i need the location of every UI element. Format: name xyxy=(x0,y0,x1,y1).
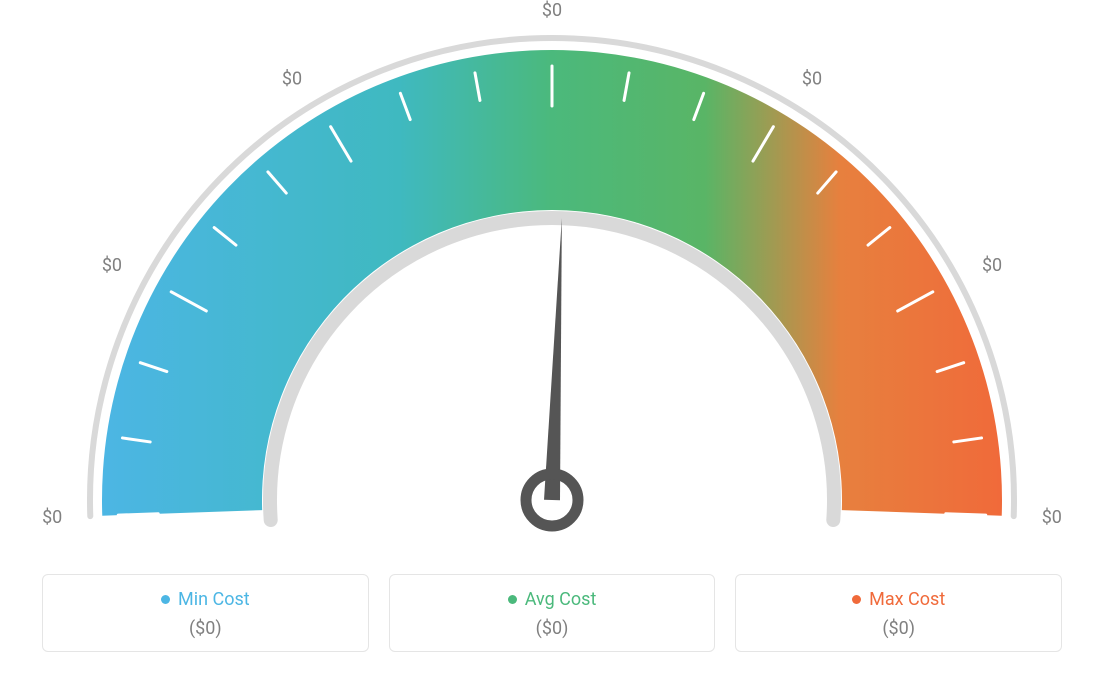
gauge-tick-label: $0 xyxy=(102,255,122,276)
legend-dot-min xyxy=(161,595,170,604)
gauge-tick-label: $0 xyxy=(542,0,562,21)
gauge-tick-label: $0 xyxy=(982,255,1002,276)
legend-card-min: Min Cost ($0) xyxy=(42,574,369,652)
legend-label-min: Min Cost xyxy=(178,589,250,610)
gauge-tick-label: $0 xyxy=(802,69,822,90)
gauge-major-tick xyxy=(946,514,986,515)
legend-value-min: ($0) xyxy=(53,618,358,639)
legend-value-avg: ($0) xyxy=(400,618,705,639)
legend-dot-avg xyxy=(508,595,517,604)
legend-label-avg: Avg Cost xyxy=(525,589,597,610)
legend-card-max: Max Cost ($0) xyxy=(735,574,1062,652)
gauge-svg: $0 $0 $0 $0 $0 $0 $0 xyxy=(0,0,1104,560)
gauge-tick-label: $0 xyxy=(42,507,62,528)
legend-dot-max xyxy=(852,595,861,604)
gauge-major-tick xyxy=(118,514,158,515)
legend-value-max: ($0) xyxy=(746,618,1051,639)
cost-gauge: $0 $0 $0 $0 $0 $0 $0 xyxy=(0,0,1104,560)
gauge-tick-label: $0 xyxy=(282,69,302,90)
gauge-tick-label: $0 xyxy=(1042,507,1062,528)
legend-label-max: Max Cost xyxy=(869,589,945,610)
legend-card-avg: Avg Cost ($0) xyxy=(389,574,716,652)
legend-row: Min Cost ($0) Avg Cost ($0) Max Cost ($0… xyxy=(42,574,1062,652)
gauge-needle xyxy=(544,218,562,500)
